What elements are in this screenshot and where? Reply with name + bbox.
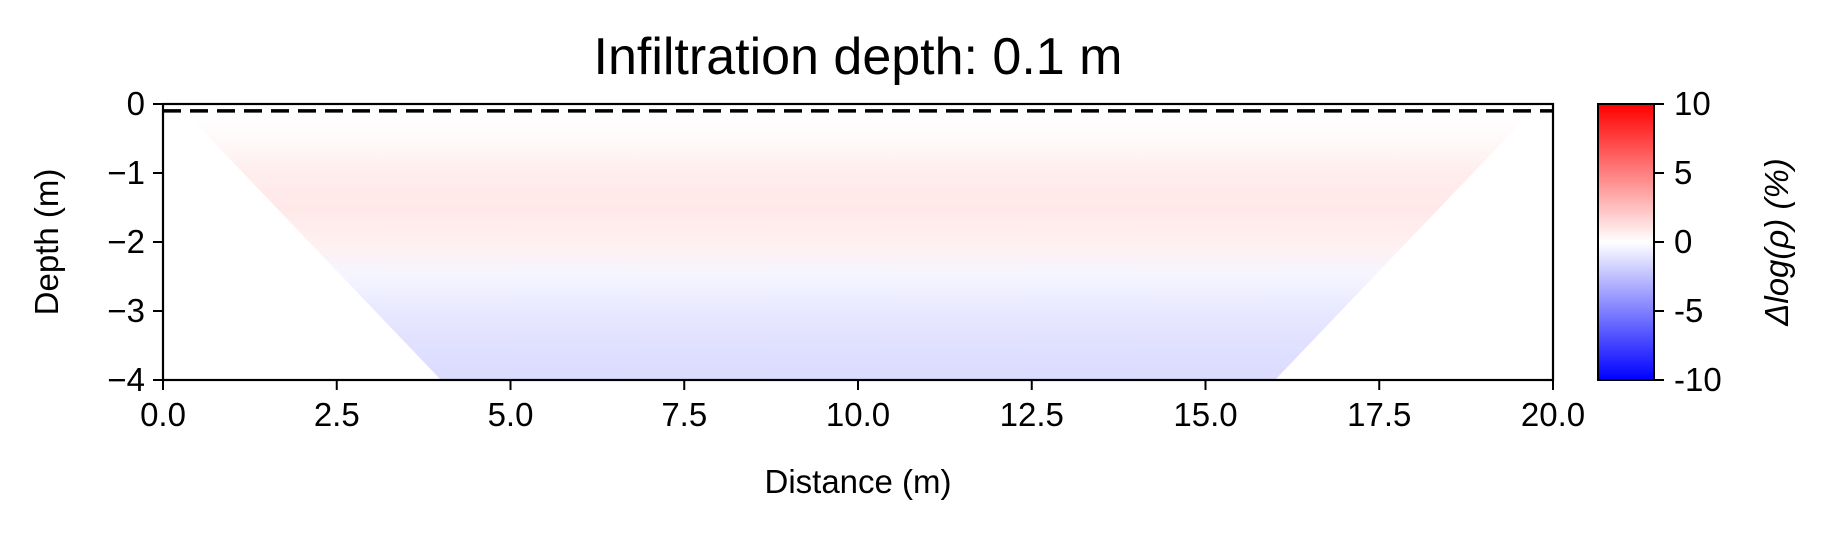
plot-area xyxy=(161,102,1555,382)
y-tick-label: −4 xyxy=(107,361,145,398)
x-tick-label: 15.0 xyxy=(1173,396,1237,433)
colorbar-fill xyxy=(1597,103,1655,381)
x-tick-label: 20.0 xyxy=(1521,396,1585,433)
x-tick-label: 5.0 xyxy=(488,396,534,433)
x-tick-label: 2.5 xyxy=(314,396,360,433)
y-tick-label: −1 xyxy=(107,154,145,191)
x-tick-label: 0.0 xyxy=(140,396,186,433)
x-tick-label: 17.5 xyxy=(1347,396,1411,433)
x-tick-label: 7.5 xyxy=(661,396,707,433)
coverage-polygon xyxy=(183,110,1533,380)
x-axis-label: Distance (m) xyxy=(764,463,951,500)
x-axis: 0.0 2.5 5.0 7.5 10.0 12.5 15.0 17.5 20.0 xyxy=(140,380,1585,433)
colorbar: 10 5 0 -5 -10 Δlog(ρ) (%) xyxy=(1597,85,1795,398)
colorbar-tick-label: -10 xyxy=(1674,361,1722,398)
chart-title: Infiltration depth: 0.1 m xyxy=(594,28,1123,86)
y-axis-label: Depth (m) xyxy=(28,169,65,316)
colorbar-ticks: 10 5 0 -5 -10 xyxy=(1654,85,1722,398)
y-axis: 0 −1 −2 −3 −4 xyxy=(107,85,163,398)
colorbar-tick-label: 5 xyxy=(1674,154,1692,191)
colorbar-tick-label: 0 xyxy=(1674,223,1692,260)
colorbar-tick-label: -5 xyxy=(1674,292,1703,329)
y-tick-label: −3 xyxy=(107,292,145,329)
x-tick-label: 12.5 xyxy=(1000,396,1064,433)
colorbar-label: Δlog(ρ) (%) xyxy=(1758,158,1795,327)
x-tick-label: 10.0 xyxy=(826,396,890,433)
colorbar-tick-label: 10 xyxy=(1674,85,1711,122)
y-tick-label: 0 xyxy=(127,85,145,122)
y-tick-label: −2 xyxy=(107,223,145,260)
